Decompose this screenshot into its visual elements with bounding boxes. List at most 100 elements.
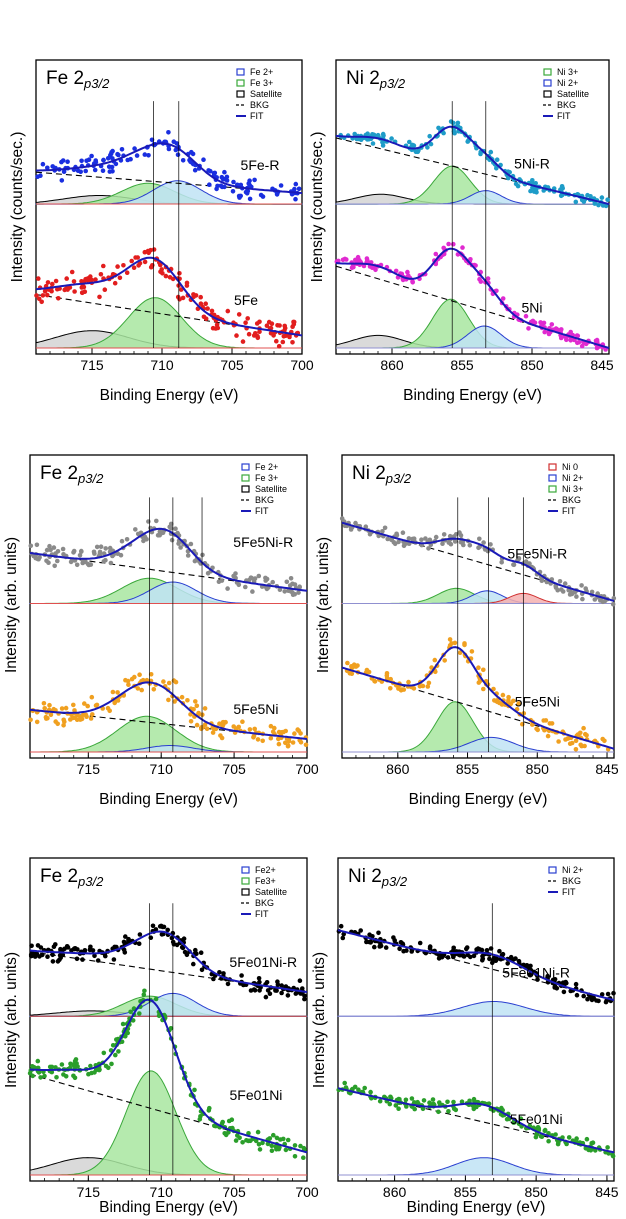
- data-point: [92, 953, 97, 959]
- spectrum-1: 5Fe: [34, 247, 303, 349]
- data-point: [406, 536, 412, 541]
- data-point: [224, 178, 230, 183]
- data-point: [397, 946, 402, 952]
- legend-label: BKG: [562, 495, 581, 505]
- legend-label: FIT: [250, 111, 264, 121]
- data-point: [283, 740, 288, 746]
- data-point: [141, 992, 147, 997]
- data-point: [72, 1075, 78, 1081]
- data-point: [88, 1063, 93, 1069]
- data-point: [54, 1075, 59, 1080]
- data-point: [358, 928, 364, 933]
- data-point: [405, 269, 410, 275]
- panel-title: Fe 2p3/2: [46, 68, 110, 91]
- data-point: [293, 196, 298, 202]
- data-point: [255, 1129, 261, 1135]
- data-point: [450, 120, 456, 126]
- data-point: [188, 712, 193, 717]
- data-point: [230, 189, 236, 194]
- data-point: [264, 323, 270, 329]
- data-point: [184, 280, 190, 286]
- data-point: [182, 949, 188, 955]
- data-point: [285, 743, 291, 749]
- sample-label: 5Fe5Ni: [233, 701, 278, 717]
- data-point: [133, 527, 138, 532]
- data-point: [197, 1117, 203, 1122]
- data-point: [55, 549, 61, 554]
- data-point: [169, 537, 175, 543]
- data-point: [280, 339, 286, 345]
- data-point: [148, 672, 154, 677]
- data-point: [526, 326, 531, 331]
- component-peak-fe2: [337, 1001, 615, 1017]
- data-point: [36, 276, 41, 281]
- data-point: [500, 692, 506, 698]
- data-point: [35, 174, 40, 179]
- data-point: [189, 149, 194, 155]
- legend-label: Fe 3+: [250, 78, 273, 88]
- sample-label: 5Fe: [234, 292, 258, 308]
- data-point: [521, 711, 527, 716]
- panel-title: Ni 2p3/2: [348, 866, 408, 889]
- title-sub: p3/2: [379, 76, 406, 91]
- data-point: [132, 146, 137, 151]
- data-point: [270, 729, 276, 735]
- data-point: [546, 1131, 551, 1136]
- data-point: [216, 579, 222, 584]
- fit-curve: [335, 247, 610, 349]
- data-point: [500, 951, 506, 957]
- data-point: [106, 164, 112, 169]
- data-point: [215, 325, 221, 331]
- sample-label: 5Fe5Ni-R: [233, 534, 293, 550]
- data-point: [410, 280, 416, 285]
- data-point: [129, 258, 134, 264]
- data-point: [103, 546, 108, 551]
- data-point: [603, 203, 609, 209]
- data-point: [218, 183, 224, 189]
- data-point: [447, 637, 453, 642]
- data-point: [105, 156, 111, 161]
- data-point: [542, 1127, 548, 1133]
- x-tick-label: 705: [222, 761, 246, 777]
- data-point: [201, 314, 207, 320]
- data-point: [119, 147, 125, 152]
- data-point: [277, 1145, 282, 1150]
- data-point: [560, 589, 566, 594]
- data-point: [161, 924, 167, 930]
- data-point: [573, 981, 579, 987]
- data-point: [107, 169, 113, 174]
- data-point: [88, 716, 94, 721]
- data-point: [285, 1137, 291, 1143]
- data-point: [447, 533, 453, 539]
- data-point: [115, 690, 120, 695]
- data-point: [298, 731, 303, 736]
- data-point: [55, 721, 60, 727]
- data-point: [236, 312, 242, 317]
- data-point: [109, 1061, 114, 1067]
- data-point: [575, 340, 580, 346]
- spectrum-0: 5Fe5Ni-R: [339, 516, 617, 607]
- data-point: [48, 712, 54, 718]
- data-point: [342, 1080, 348, 1086]
- data-point: [136, 941, 142, 946]
- data-point: [193, 699, 198, 704]
- data-point: [142, 988, 147, 994]
- data-point: [166, 146, 172, 152]
- legend-swatch: [241, 888, 250, 896]
- data-point: [78, 169, 83, 175]
- legend-label: BKG: [255, 495, 274, 505]
- data-point: [256, 1142, 262, 1147]
- data-point: [93, 277, 98, 282]
- data-point: [90, 948, 96, 953]
- data-point: [376, 533, 382, 539]
- data-point: [375, 132, 381, 138]
- sample-label: 5Fe01Ni-R: [229, 954, 297, 970]
- y-axis-label: Intensity (arb. units): [311, 952, 328, 1088]
- sample-label: 5Ni-R: [514, 155, 550, 171]
- data-point: [30, 1073, 35, 1079]
- data-point: [479, 947, 485, 953]
- data-point: [589, 589, 595, 595]
- data-point: [132, 674, 137, 680]
- spectrum-1: 5Fe01Ni: [27, 988, 308, 1176]
